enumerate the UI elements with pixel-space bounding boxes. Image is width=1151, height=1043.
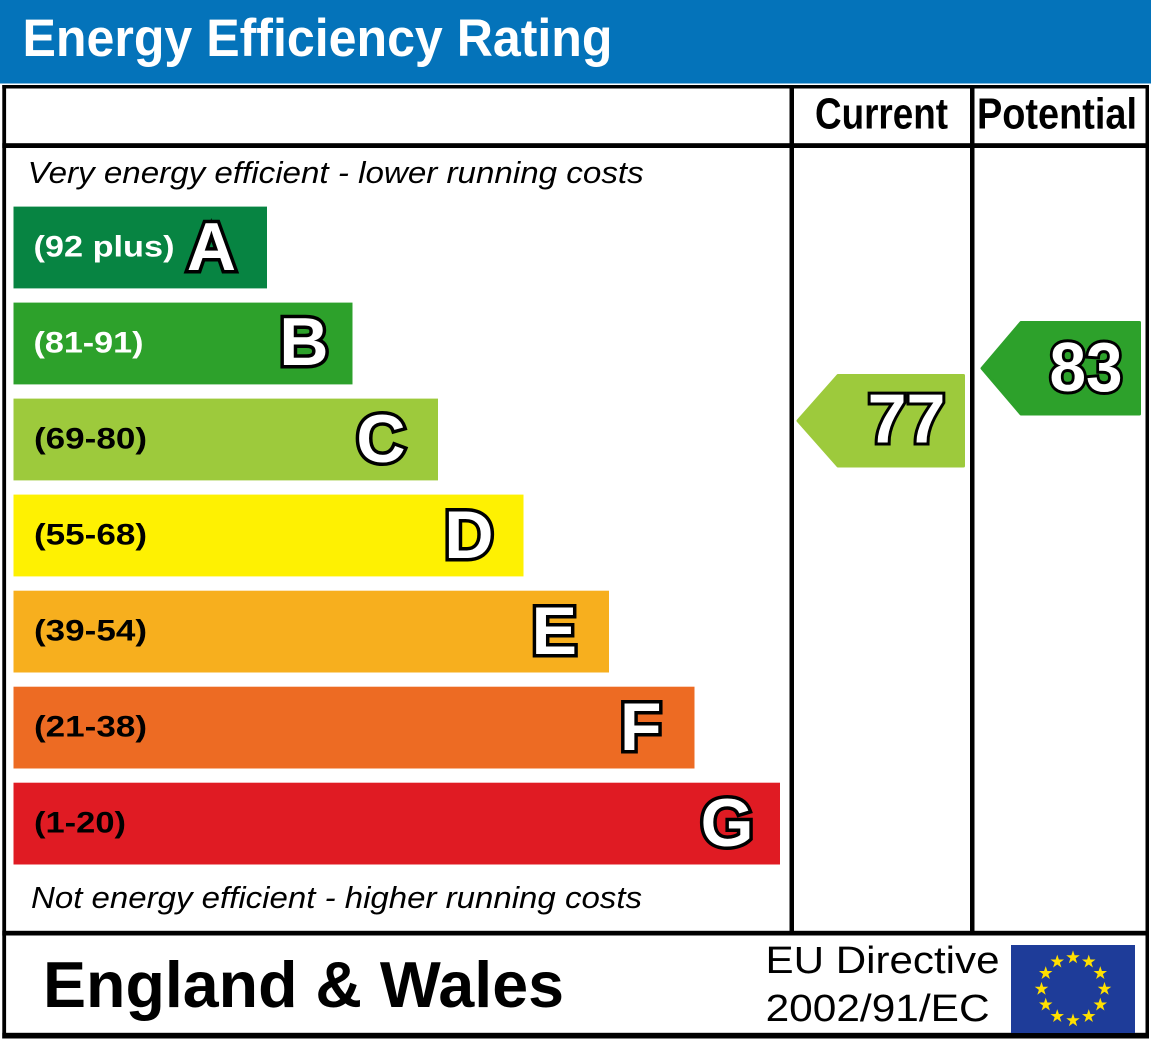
svg-text:EU Directive: EU Directive [766, 940, 1000, 982]
svg-text:(92 plus): (92 plus) [34, 230, 175, 263]
svg-text:(55-68): (55-68) [34, 518, 147, 551]
svg-text:Very energy efficient - lower: Very energy efficient - lower running co… [28, 155, 644, 190]
svg-text:D: D [444, 497, 493, 573]
svg-text:77: 77 [868, 379, 946, 457]
svg-text:(81-91): (81-91) [34, 326, 144, 359]
svg-text:F: F [620, 689, 662, 765]
svg-text:2002/91/EC: 2002/91/EC [766, 988, 990, 1030]
svg-text:England & Wales: England & Wales [43, 948, 564, 1021]
svg-text:A: A [187, 209, 236, 285]
svg-text:Energy Efficiency Rating: Energy Efficiency Rating [23, 9, 613, 68]
svg-text:Potential: Potential [977, 90, 1137, 138]
svg-text:Not energy efficient - higher: Not energy efficient - higher running co… [31, 880, 642, 915]
svg-text:83: 83 [1050, 328, 1123, 406]
svg-text:E: E [532, 593, 577, 669]
svg-text:(39-54): (39-54) [34, 614, 147, 647]
svg-text:Current: Current [815, 90, 948, 138]
svg-text:C: C [356, 401, 405, 477]
svg-text:(21-38): (21-38) [34, 710, 147, 743]
svg-text:(69-80): (69-80) [34, 422, 147, 455]
svg-text:(1-20): (1-20) [34, 806, 126, 839]
svg-text:B: B [279, 304, 328, 380]
svg-text:G: G [701, 785, 754, 861]
